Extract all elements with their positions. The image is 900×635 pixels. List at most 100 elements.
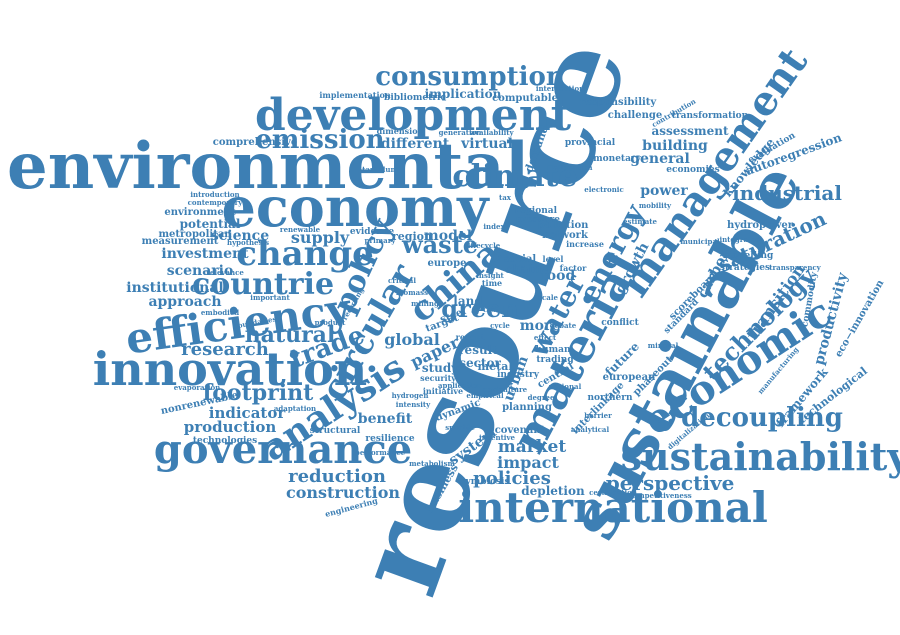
word-european: european [603,372,656,383]
word-hypothesis: hypothesis [227,238,269,247]
word-intensity: intensity [396,400,431,409]
word-production: production [184,418,277,436]
word-land: land [453,294,483,308]
word-network: network [542,230,589,241]
word-important: important [250,293,290,302]
word-increase: increase [566,239,604,249]
word-recent: recent [456,332,485,342]
word-emission: emission [255,125,384,155]
word-bibliometric: bibliometric [384,93,446,103]
word-municipal: municipal [680,237,720,246]
word-sector: sector [459,356,501,370]
word-evaporation: evaporation [174,383,221,392]
word-strategies: strategies [720,263,770,273]
word-application: application [438,381,482,390]
word-trading: trading [536,355,574,365]
word-perspective: perspective [606,471,735,495]
word-economy: economy [221,175,490,239]
word-biomass: biomass [396,288,428,297]
word-investment: investment [161,246,249,262]
word-northern: northern [588,393,633,403]
word-food: food [541,268,576,284]
word-sustainability: sustainability [621,434,900,479]
word-intervention: intervention [536,84,584,93]
word-scale: scale [538,293,558,302]
word-measurement: measurement [142,236,219,247]
word-pressure: pressure [516,215,560,225]
word-industrial: industrial [732,181,842,205]
word-construction: construction [286,483,400,502]
word-transformation: transformation [672,111,749,121]
word-decoupling: decoupling [681,403,843,433]
word-waste: waste [401,230,478,259]
word-environmental: environmental [7,129,529,204]
word-modelling: modelling [723,251,774,261]
word-resilience: resilience [365,434,415,444]
word-responsibility: responsibility [580,97,658,108]
word-development: development [255,90,572,141]
word-virtual: virtual [460,136,513,152]
word-science: science [211,228,269,244]
word-reduction: reduction [288,466,386,487]
word-assessment: assessment [651,124,728,138]
word-comprehensive: comprehensive [213,137,297,148]
word-human: human [536,345,571,355]
word-competitiveness: competitiveness [628,491,691,500]
word-depletion: depletion [521,484,585,498]
word-dimension: dimension [377,126,424,136]
word-chain: chain [504,262,541,276]
word-provincial: provincial [565,138,616,148]
word-cycle: cycle [490,321,510,330]
word-implication: implication [425,87,502,101]
word-integrated: integrated [719,235,760,244]
word-debate: debate [550,321,577,330]
word-benefit: benefit [358,411,413,427]
word-relevance: relevance [206,268,244,277]
word-monetary: monetary [593,154,642,164]
word-innovation: innovation [93,342,367,396]
word-policies: policies [473,468,551,489]
word-different: different [381,136,450,152]
word-analytical: analytical [571,425,610,434]
word-study: study [422,361,459,375]
word-regional: regional [515,206,558,216]
word-more: more [520,318,561,334]
word-adaptation: adaptation [274,404,316,413]
word-challenge: challenge [608,110,662,121]
word-embodied: embodied [201,308,239,317]
word-allocation: allocation [554,163,593,172]
word-climate: climate [452,159,577,194]
word-covenant: covenant [495,425,546,436]
word-lifecycle: lifecycle [468,241,501,250]
word-factor: factor [560,263,588,273]
word-global: global [384,330,440,349]
word-supply: supply [291,228,350,247]
word-introduction: introduction [190,190,239,199]
word-mobility: mobility [639,201,672,210]
word-footprint: footprint [203,380,314,406]
word-economies: economies [666,165,720,175]
word-performance: performance [355,448,406,457]
word-degree: degree [528,393,555,402]
word-implementation: implementation [319,90,391,100]
word-contemporary: contemporary [188,198,244,207]
word-hydropower: hydropower [727,220,794,231]
word-metropolitan: metropolitan [158,229,232,240]
word-countrie: countrie [192,267,334,302]
word-agriculture: agriculture [483,385,528,394]
word-consumption: consumption [375,62,565,92]
word-computable: computable [492,93,558,104]
word-technologies: technologies [193,436,257,446]
word-generation: generation [439,128,482,137]
word-metabolism: metabolism [409,459,455,468]
word-cost: cost [483,305,500,314]
word-estimate: estimate [623,217,657,226]
word-indicator: indicator [209,404,287,422]
word-electronic: electronic [584,185,623,194]
word-incentive: incentive [479,433,516,442]
word-impact: impact [497,453,559,472]
word-security: security [420,373,456,383]
word-barrier: barrier [584,411,612,420]
word-renewable: renewable [280,225,321,234]
